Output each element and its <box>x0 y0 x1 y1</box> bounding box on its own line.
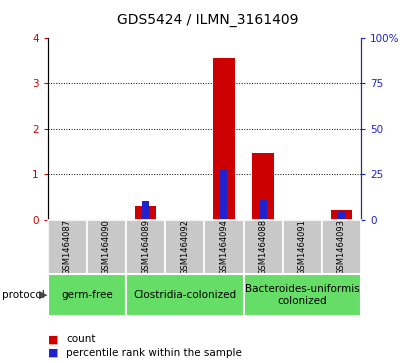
Bar <box>322 220 361 274</box>
Text: percentile rank within the sample: percentile rank within the sample <box>66 348 242 358</box>
Bar <box>244 220 283 274</box>
Text: protocol: protocol <box>2 290 45 300</box>
Text: Clostridia-colonized: Clostridia-colonized <box>133 290 237 300</box>
Bar <box>135 206 156 220</box>
Text: ■: ■ <box>48 348 58 358</box>
Text: GSM1464089: GSM1464089 <box>141 219 150 275</box>
Text: count: count <box>66 334 96 344</box>
Bar <box>126 220 165 274</box>
Text: GSM1464093: GSM1464093 <box>337 219 346 275</box>
Text: Bacteroides-uniformis
colonized: Bacteroides-uniformis colonized <box>245 284 360 306</box>
Text: GDS5424 / ILMN_3161409: GDS5424 / ILMN_3161409 <box>117 13 298 27</box>
Bar <box>48 220 87 274</box>
Text: GSM1464088: GSM1464088 <box>259 219 268 275</box>
Bar <box>87 220 126 274</box>
Text: ■: ■ <box>48 334 58 344</box>
Text: GSM1464090: GSM1464090 <box>102 219 111 275</box>
Bar <box>244 274 361 316</box>
Bar <box>205 220 244 274</box>
Bar <box>331 209 352 220</box>
Bar <box>48 274 126 316</box>
Text: GSM1464092: GSM1464092 <box>180 219 189 275</box>
Bar <box>338 211 345 220</box>
Bar <box>213 58 235 220</box>
Bar <box>165 220 204 274</box>
Text: GSM1464087: GSM1464087 <box>63 219 72 275</box>
Bar <box>260 200 267 220</box>
Bar <box>220 170 227 220</box>
Bar <box>252 153 274 220</box>
Bar <box>142 201 149 220</box>
Text: germ-free: germ-free <box>61 290 113 300</box>
Text: ▶: ▶ <box>39 290 47 300</box>
Bar <box>126 274 244 316</box>
Bar <box>283 220 322 274</box>
Text: GSM1464091: GSM1464091 <box>298 219 307 275</box>
Text: GSM1464094: GSM1464094 <box>220 219 229 275</box>
